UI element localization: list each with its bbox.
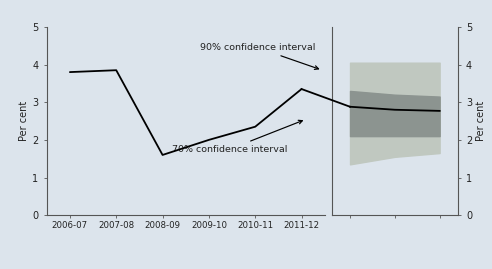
Text: 70% confidence interval: 70% confidence interval — [172, 120, 303, 154]
Y-axis label: Per cent: Per cent — [476, 101, 486, 141]
Text: 90% confidence interval: 90% confidence interval — [200, 43, 318, 69]
Y-axis label: Per cent: Per cent — [19, 101, 30, 141]
